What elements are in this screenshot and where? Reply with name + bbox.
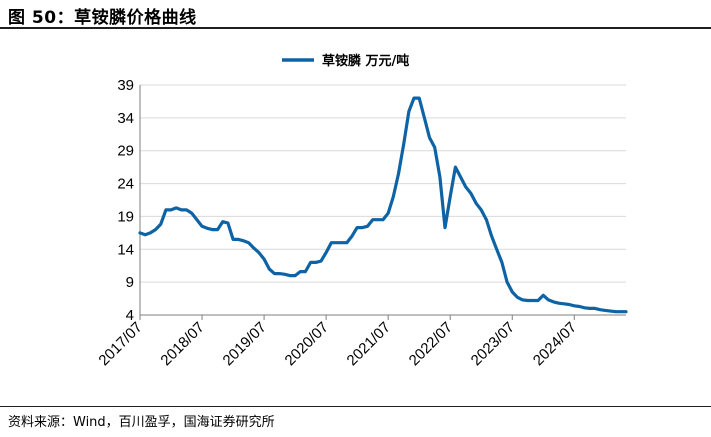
legend-label: 草铵膦 万元/吨 <box>322 53 409 69</box>
x-tick-label: 2024/07 <box>530 319 580 369</box>
legend: 草铵膦 万元/吨 <box>282 53 409 69</box>
x-tick-label: 2022/07 <box>406 319 456 369</box>
grid-lines <box>140 84 626 283</box>
axes: 4 9 14 19 24 29 34 39 2017/07 2018/07 2019/07 2020/… <box>95 77 626 369</box>
y-tick-label: 29 <box>117 143 134 160</box>
y-tick-label: 19 <box>117 208 134 225</box>
x-tick-label: 2023/07 <box>468 319 518 369</box>
series-line-0 <box>138 96 628 314</box>
source-note: 资料来源：Wind，百川盈孚，国海证券研究所 <box>8 415 275 430</box>
x-tick-label: 2021/07 <box>344 319 394 369</box>
figure-title: 图 50：草铵膦价格曲线 <box>8 8 197 28</box>
y-tick-label: 4 <box>126 307 134 324</box>
x-tick-label: 2019/07 <box>220 319 270 369</box>
price-line-chart: 4 9 14 19 24 29 34 39 2017/07 2018/07 2019/07 2020/… <box>95 53 628 369</box>
series-layer <box>138 96 628 314</box>
y-tick-label: 34 <box>117 110 134 127</box>
title-rule <box>0 27 711 29</box>
x-tick-label: 2017/07 <box>95 319 145 369</box>
source-rule <box>0 406 711 407</box>
x-tick-label: 2018/07 <box>158 319 208 369</box>
y-tick-label: 14 <box>117 241 134 258</box>
x-tick-label: 2020/07 <box>282 319 332 369</box>
y-tick-label: 39 <box>117 77 134 94</box>
y-tick-label: 9 <box>126 274 134 291</box>
y-tick-label: 24 <box>117 176 134 193</box>
